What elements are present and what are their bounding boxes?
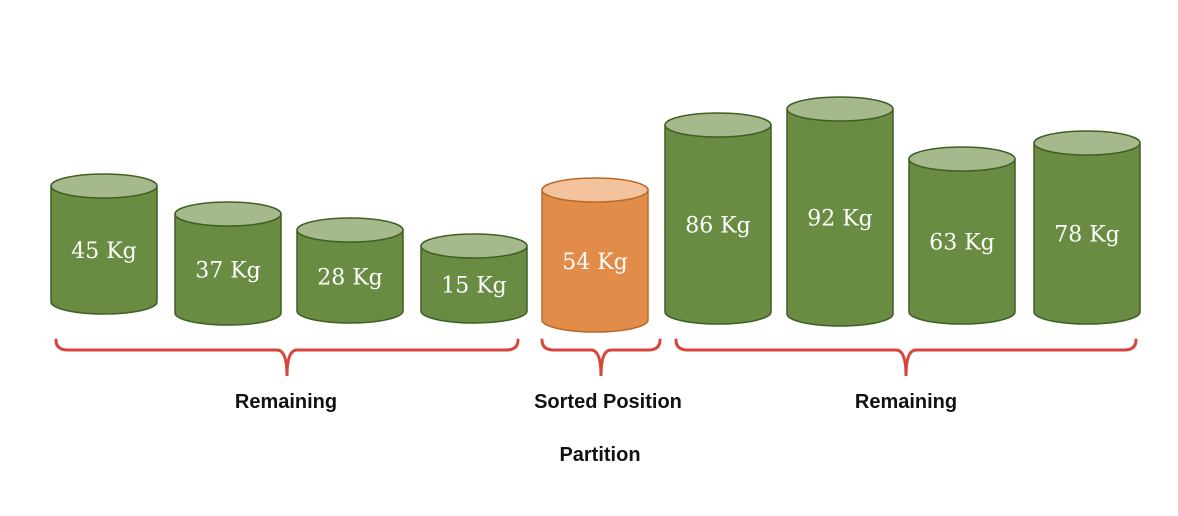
cylinder-weight-label: 54 Kg — [562, 250, 628, 275]
cylinder: 28 Kg — [296, 217, 404, 324]
cylinder-top — [174, 201, 282, 227]
cylinder-row: 45 Kg 37 Kg 28 Kg 15 Kg 54 Kg 86 Kg 92 Kg 63 Kg… — [50, 96, 1141, 333]
pivot-group-label: Sorted Position — [534, 391, 682, 413]
cylinder-body — [296, 229, 404, 324]
cylinder-body — [174, 213, 282, 326]
cylinder-weight-label: 92 Kg — [807, 207, 873, 232]
cylinder-body — [541, 189, 649, 333]
pivot-cylinder: 54 Kg — [541, 177, 649, 333]
left-group-label: Remaining — [235, 391, 337, 413]
cylinder-top — [786, 96, 894, 122]
cylinder: 86 Kg — [664, 112, 772, 325]
brace-left — [54, 338, 520, 377]
cylinder-weight-label: 86 Kg — [685, 214, 751, 239]
cylinder: 78 Kg — [1033, 130, 1141, 325]
cylinder-body — [786, 108, 894, 327]
cylinder-top — [664, 112, 772, 138]
cylinder-body — [664, 124, 772, 325]
caption-partition: Partition — [559, 444, 640, 466]
cylinder-body — [50, 185, 158, 315]
cylinder-weight-label: 37 Kg — [195, 259, 261, 284]
cylinder-top — [50, 173, 158, 199]
cylinder-top — [541, 177, 649, 203]
cylinder: 92 Kg — [786, 96, 894, 327]
cylinder-weight-label: 45 Kg — [71, 239, 137, 264]
cylinder-top — [908, 146, 1016, 172]
cylinder-weight-label: 28 Kg — [317, 266, 383, 291]
cylinder-body — [908, 158, 1016, 325]
cylinder-top — [420, 233, 528, 259]
cylinder-top — [1033, 130, 1141, 156]
right-group-label: Remaining — [855, 391, 957, 413]
cylinder: 15 Kg — [420, 233, 528, 324]
brace-right — [674, 338, 1138, 377]
cylinder-weight-label: 15 Kg — [441, 274, 507, 299]
cylinder: 63 Kg — [908, 146, 1016, 325]
cylinder-weight-label: 63 Kg — [929, 231, 995, 256]
cylinder-body — [420, 245, 528, 324]
brace-pivot — [540, 338, 662, 377]
cylinder-top — [296, 217, 404, 243]
cylinder-body — [1033, 142, 1141, 325]
cylinder-weight-label: 78 Kg — [1054, 223, 1120, 248]
cylinder: 45 Kg — [50, 173, 158, 315]
cylinder: 37 Kg — [174, 201, 282, 326]
